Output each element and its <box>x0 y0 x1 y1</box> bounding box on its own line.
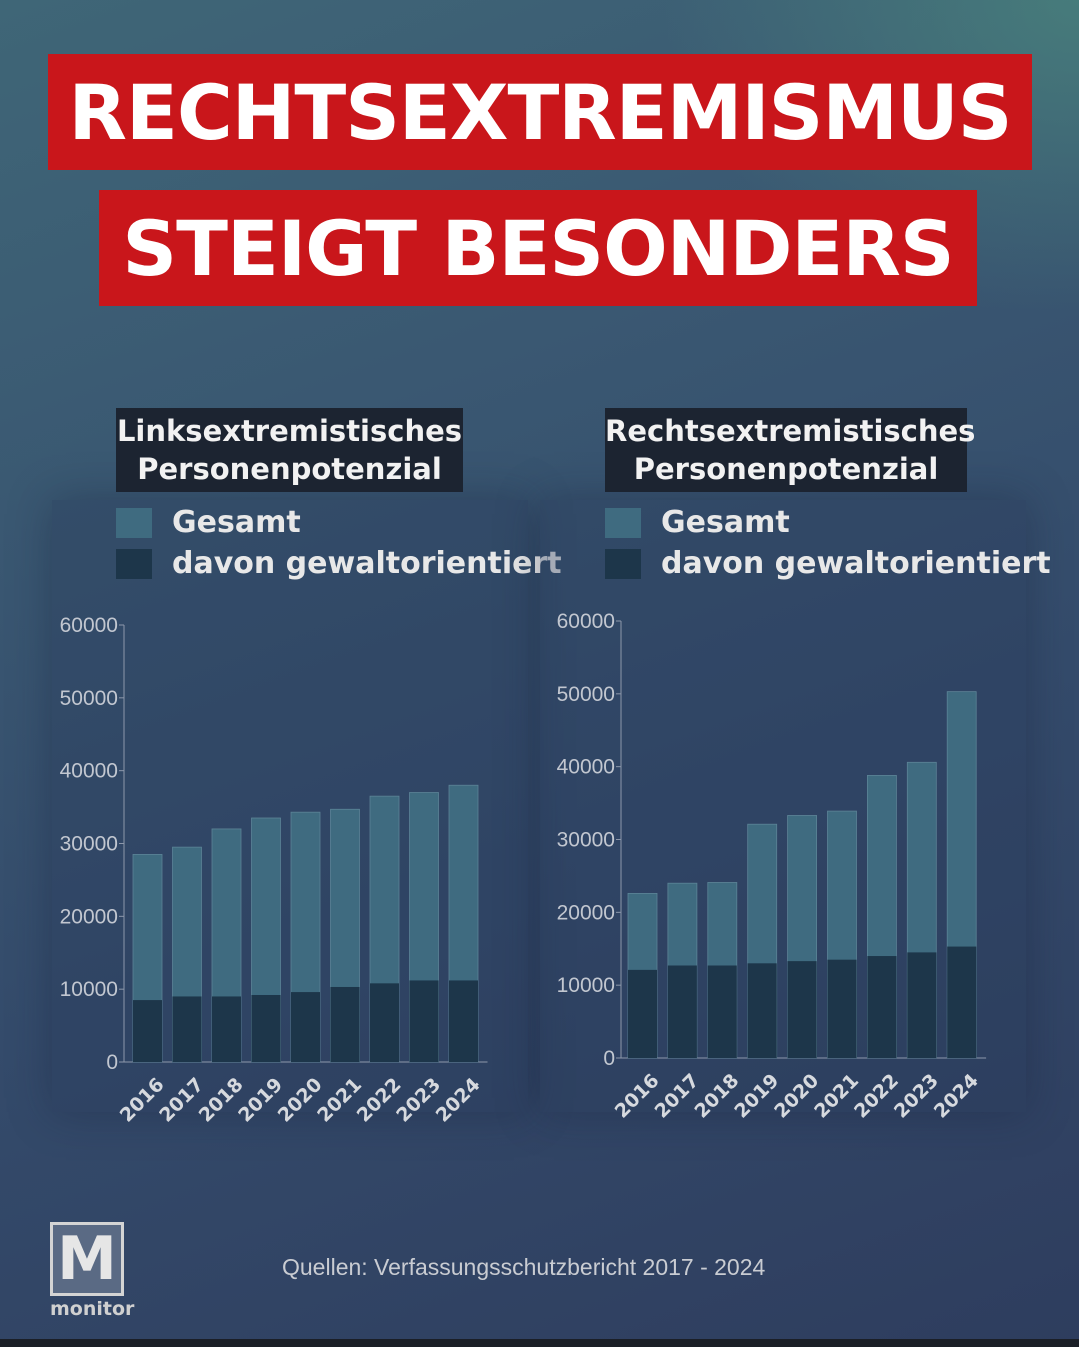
legend-label-gesamt: Gesamt <box>172 505 301 540</box>
legend-label-gesamt: Gesamt <box>661 505 790 540</box>
legend-swatch-gesamt <box>605 507 641 538</box>
right-chart-title: Rechtsextremistisches Personenpotenzial <box>605 408 976 492</box>
right-bar-gewaltorientiert <box>628 969 657 1058</box>
left-legend-gewaltorientiert: davon gewaltorientiert <box>116 546 562 581</box>
right-chart-title-line2: Personenpotenzial <box>633 452 939 486</box>
left-bar-gewaltorientiert <box>330 986 360 1062</box>
right-y-tick-label: 0 <box>603 1047 615 1070</box>
right-chart-title-line1: Rechtsextremistisches <box>605 414 976 448</box>
left-y-tick-label: 30000 <box>60 833 118 856</box>
monitor-logo-text: monitor <box>50 1298 135 1320</box>
left-x-tick-label: 2019 <box>234 1074 287 1127</box>
left-x-tick-label: 2016 <box>116 1074 169 1127</box>
left-y-tick-label: 40000 <box>60 760 118 783</box>
right-bar-gewaltorientiert <box>707 965 737 1058</box>
right-y-tick-label: 40000 <box>557 756 615 779</box>
right-x-tick-label: 2016 <box>611 1070 664 1123</box>
right-x-tick-label: 2019 <box>730 1070 783 1123</box>
left-chart-title: Linksextremistisches Personenpotenzial <box>116 408 463 492</box>
left-bar-gewaltorientiert <box>251 994 281 1062</box>
left-x-tick-label: 2017 <box>155 1074 208 1127</box>
right-x-tick-label: 2022 <box>850 1070 903 1123</box>
right-bar-gewaltorientiert <box>947 946 977 1058</box>
left-legend-gesamt: Gesamt <box>116 505 301 540</box>
left-bar-gewaltorientiert <box>291 992 320 1062</box>
left-y-tick-label: 60000 <box>60 614 118 637</box>
right-bar-gewaltorientiert <box>867 956 897 1058</box>
left-x-tick-label: 2024 <box>432 1074 485 1127</box>
monitor-logo-letter: M <box>57 1224 117 1294</box>
right-x-tick-label: 2023 <box>890 1070 943 1123</box>
left-chart-title-line1: Linksextremistisches <box>116 414 463 448</box>
left-x-tick-label: 2022 <box>353 1074 406 1127</box>
left-x-tick-label: 2020 <box>274 1074 327 1127</box>
left-bar-gewaltorientiert <box>409 980 439 1062</box>
left-chart-title-line2: Personenpotenzial <box>137 452 442 486</box>
right-legend-gewaltorientiert: davon gewaltorientiert <box>605 546 1051 581</box>
right-bar-gewaltorientiert <box>827 959 857 1058</box>
left-y-tick-label: 50000 <box>60 687 118 710</box>
headline-line-1: RECHTSEXTREMISMUS <box>48 54 1032 170</box>
left-x-tick-label: 2021 <box>313 1074 366 1127</box>
legend-label-gewaltorientiert: davon gewaltorientiert <box>172 546 562 581</box>
right-y-tick-label: 50000 <box>557 683 615 706</box>
bottom-bar <box>0 1339 1079 1347</box>
right-x-tick-label: 2018 <box>690 1070 743 1123</box>
left-bar-gewaltorientiert <box>449 980 478 1062</box>
right-y-tick-label: 20000 <box>557 901 615 924</box>
right-x-tick-label: 2021 <box>810 1070 863 1123</box>
right-x-tick-label: 2024 <box>930 1070 983 1123</box>
right-x-tick-label: 2017 <box>651 1070 704 1123</box>
left-bar-gewaltorientiert <box>133 1000 162 1062</box>
headline-line-2: STEIGT BESONDERS <box>99 190 977 306</box>
left-bar-gewaltorientiert <box>370 983 399 1062</box>
legend-swatch-gewaltorientiert <box>605 548 641 579</box>
right-y-tick-label: 60000 <box>557 610 615 633</box>
left-y-tick-label: 20000 <box>60 905 118 928</box>
right-x-tick-label: 2020 <box>770 1070 823 1123</box>
right-legend-gesamt: Gesamt <box>605 505 790 540</box>
right-bar-gewaltorientiert <box>907 952 937 1058</box>
right-bar-gewaltorientiert <box>787 961 817 1058</box>
left-x-tick-label: 2018 <box>195 1074 248 1127</box>
left-bar-gewaltorientiert <box>172 996 202 1062</box>
right-bar-gewaltorientiert <box>667 965 697 1058</box>
left-y-tick-label: 0 <box>106 1051 118 1074</box>
source-note: Quellen: Verfassungsschutzbericht 2017 -… <box>282 1254 766 1280</box>
right-bar-gewaltorientiert <box>747 963 777 1058</box>
left-y-tick-label: 10000 <box>60 978 118 1001</box>
legend-swatch-gewaltorientiert <box>116 548 152 579</box>
right-y-tick-label: 10000 <box>557 974 615 997</box>
monitor-logo: M <box>50 1222 124 1296</box>
left-bar-gewaltorientiert <box>212 996 241 1062</box>
legend-label-gewaltorientiert: davon gewaltorientiert <box>661 546 1051 581</box>
left-x-tick-label: 2023 <box>392 1074 445 1127</box>
right-y-tick-label: 30000 <box>557 829 615 852</box>
legend-swatch-gesamt <box>116 507 152 538</box>
